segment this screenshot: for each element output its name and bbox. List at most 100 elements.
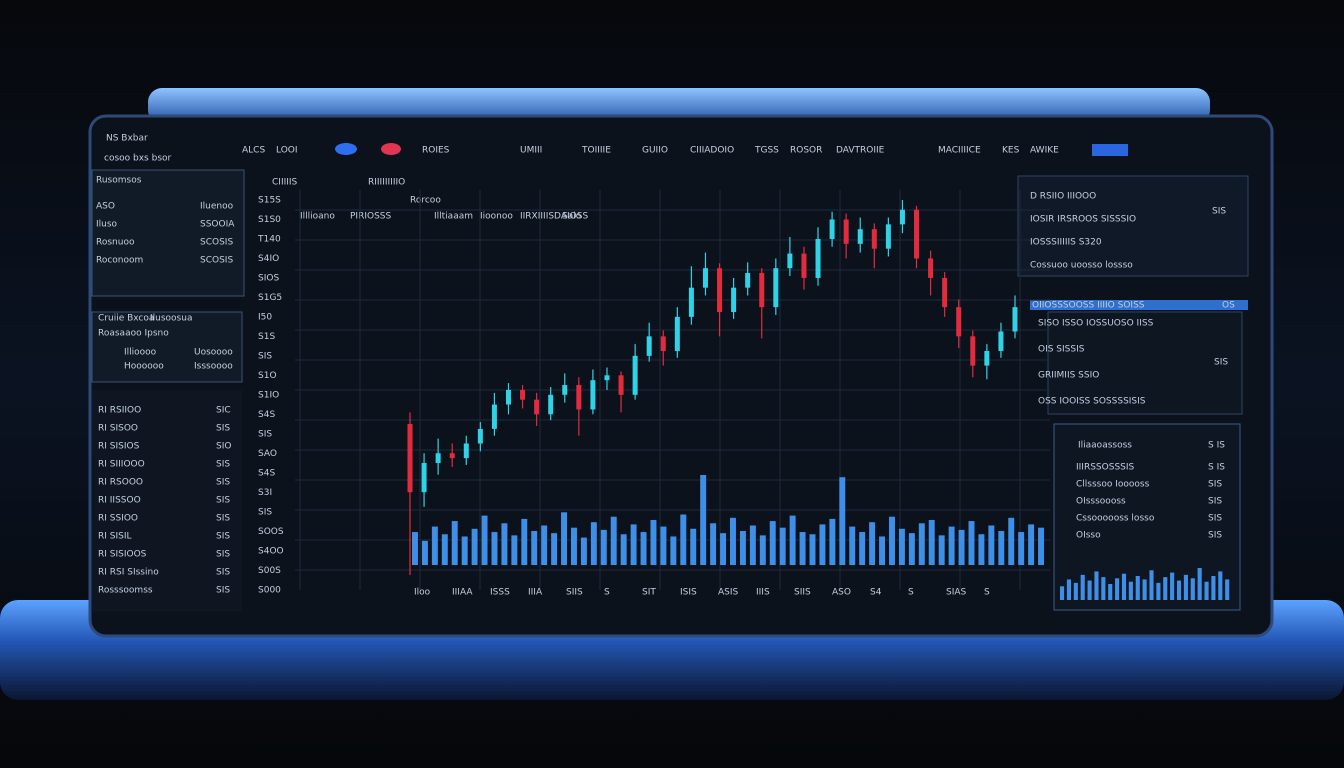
- volume-bar: [720, 533, 727, 565]
- nav-item[interactable]: MACIIIICE: [938, 146, 981, 156]
- candle-body: [562, 385, 568, 395]
- depth-label: Cllsssoo Iooooss: [1076, 480, 1150, 490]
- x-axis-label: IIIS: [756, 588, 770, 598]
- nav-item[interactable]: UMIII: [520, 146, 542, 156]
- candle-body: [646, 336, 652, 356]
- volume-bar: [938, 535, 945, 565]
- nav-item[interactable]: KES: [1002, 146, 1020, 156]
- monitor: [88, 114, 1274, 638]
- nav-item[interactable]: CIIIADOIO: [690, 146, 734, 156]
- y-axis-label: S00S: [258, 566, 281, 576]
- list-label: RI SSIOO: [98, 514, 138, 524]
- list-value: SIS: [216, 478, 230, 488]
- depth-bar: [1190, 578, 1195, 600]
- nav-item[interactable]: ROIES: [422, 146, 450, 156]
- y-axis-label: S4S: [258, 469, 275, 479]
- depth-bar: [1080, 574, 1085, 600]
- x-axis-label: SIIS: [566, 588, 583, 598]
- volume-bar: [998, 530, 1005, 565]
- depth-bar: [1183, 574, 1188, 600]
- y-axis-label: SIS: [258, 352, 272, 362]
- list-label: RI RSIIOO: [98, 406, 141, 416]
- volume-bar: [610, 516, 617, 565]
- candle-body: [928, 258, 934, 278]
- depth-bar: [1225, 579, 1230, 600]
- volume-bar: [1008, 517, 1015, 565]
- depth-bar: [1170, 572, 1175, 600]
- nav-item[interactable]: DAVTROIIE: [836, 146, 885, 156]
- nav-item[interactable]: ROSOR: [790, 146, 822, 156]
- volume-bar: [471, 528, 478, 565]
- depth-bar: [1094, 571, 1099, 600]
- column-header: IIRXIIIISDAIOSS: [520, 212, 588, 222]
- nav-pill[interactable]: [335, 143, 357, 155]
- candle-body: [731, 287, 737, 313]
- x-axis-label: S: [984, 588, 990, 598]
- y-axis-label: S1S0: [258, 215, 281, 225]
- list-value: SIS: [216, 532, 230, 542]
- left-list-panel: [92, 390, 242, 612]
- depth-bar: [1142, 579, 1147, 600]
- info-text: Cossuoo uoosso lossso: [1030, 261, 1133, 271]
- depth-bar: [1176, 580, 1182, 600]
- depth-value: S IS: [1208, 463, 1225, 473]
- list-label: RI RSI SIssino: [98, 568, 159, 578]
- depth-bar: [1060, 586, 1065, 600]
- volume-bar: [421, 540, 428, 565]
- highlight-row: [1030, 300, 1248, 310]
- y-axis-label: T140: [257, 235, 281, 245]
- volume-bar: [819, 524, 826, 565]
- depth-label: OIsso: [1076, 531, 1101, 541]
- panel-title: Iliaaoassoss: [1078, 441, 1132, 451]
- candle-body: [491, 404, 497, 429]
- nav-pill[interactable]: [381, 143, 401, 155]
- candle-body: [435, 453, 441, 463]
- nav-item[interactable]: AWIKE: [1030, 146, 1059, 156]
- list-label: RI SISIL: [98, 532, 132, 542]
- nav-item[interactable]: TOIIIIE: [581, 146, 611, 156]
- y-axis-label: S4IO: [258, 254, 279, 264]
- tab[interactable]: Ilusoosua: [150, 314, 192, 324]
- volume-bar: [769, 521, 776, 565]
- column-header: Rorcoo: [410, 196, 441, 206]
- volume-bar: [580, 537, 587, 565]
- volume-bar: [849, 526, 856, 565]
- candle-body: [871, 229, 877, 249]
- candle-body: [449, 453, 455, 459]
- candle-body: [576, 385, 582, 410]
- column-header: Illtiaaam: [434, 212, 473, 222]
- nav-item[interactable]: ALCS: [242, 146, 265, 156]
- list-label: RI SISOO: [98, 424, 138, 434]
- tab[interactable]: Cruiie Bxcoa: [98, 314, 154, 324]
- chart-tab[interactable]: RIIIIIIIIIO: [368, 178, 405, 188]
- y-axis-label: S15S: [258, 196, 281, 206]
- volume-bar: [481, 515, 488, 565]
- nav-item[interactable]: GUIIO: [642, 146, 668, 156]
- list-value: SIS: [216, 496, 230, 506]
- y-axis-label: S1S: [258, 332, 275, 342]
- info-value: SIS: [1214, 358, 1228, 368]
- volume-bar: [700, 475, 707, 565]
- nav-item[interactable]: TGSS: [754, 146, 779, 156]
- candle-body: [463, 443, 469, 459]
- depth-bar: [1066, 579, 1072, 600]
- volume-bar: [640, 532, 647, 565]
- volume-bar: [799, 532, 806, 565]
- chart-tab[interactable]: CIIIIIS: [272, 178, 298, 188]
- volume-bar: [869, 522, 876, 565]
- volume-bar: [630, 524, 637, 565]
- stat-label: Iluso: [96, 220, 118, 230]
- x-axis-label: IIIA: [528, 588, 543, 598]
- info-row: OIS SISSIS: [1038, 345, 1085, 355]
- highlight-text: OIIOSSSOOSS IIIIO SOISS: [1032, 301, 1145, 311]
- info-value: SIS: [1212, 207, 1226, 217]
- volume-bar: [889, 516, 895, 565]
- candle-body: [632, 355, 638, 395]
- tagline: cosoo bxs bsor: [104, 154, 172, 164]
- nav-item[interactable]: LOOI: [276, 146, 298, 156]
- x-axis-label: ASIS: [718, 588, 739, 598]
- y-axis-label: S3I: [258, 488, 272, 498]
- depth-bar: [1087, 580, 1092, 600]
- header-button[interactable]: [1092, 144, 1128, 156]
- volume-bar: [511, 535, 518, 565]
